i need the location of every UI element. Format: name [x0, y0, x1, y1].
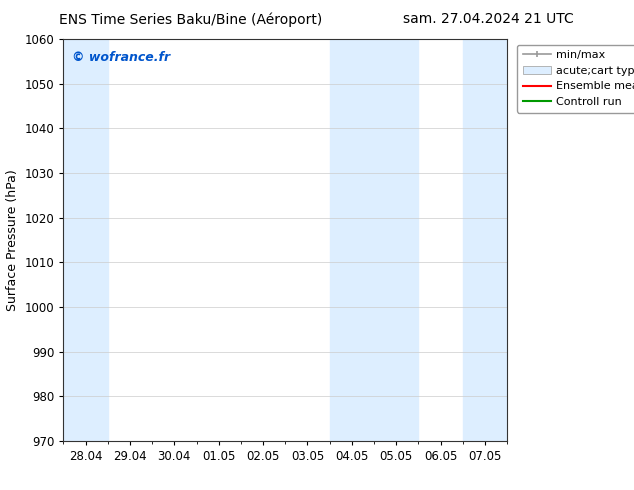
Y-axis label: Surface Pressure (hPa): Surface Pressure (hPa): [6, 169, 19, 311]
Text: sam. 27.04.2024 21 UTC: sam. 27.04.2024 21 UTC: [403, 12, 574, 26]
Bar: [330, 39, 418, 441]
Bar: [463, 39, 507, 441]
Bar: [63, 39, 108, 441]
Text: ENS Time Series Baku/Bine (Aéroport): ENS Time Series Baku/Bine (Aéroport): [58, 12, 322, 27]
Text: © wofrance.fr: © wofrance.fr: [72, 51, 171, 64]
Legend: min/max, acute;cart type, Ensemble mean run, Controll run: min/max, acute;cart type, Ensemble mean …: [517, 45, 634, 113]
